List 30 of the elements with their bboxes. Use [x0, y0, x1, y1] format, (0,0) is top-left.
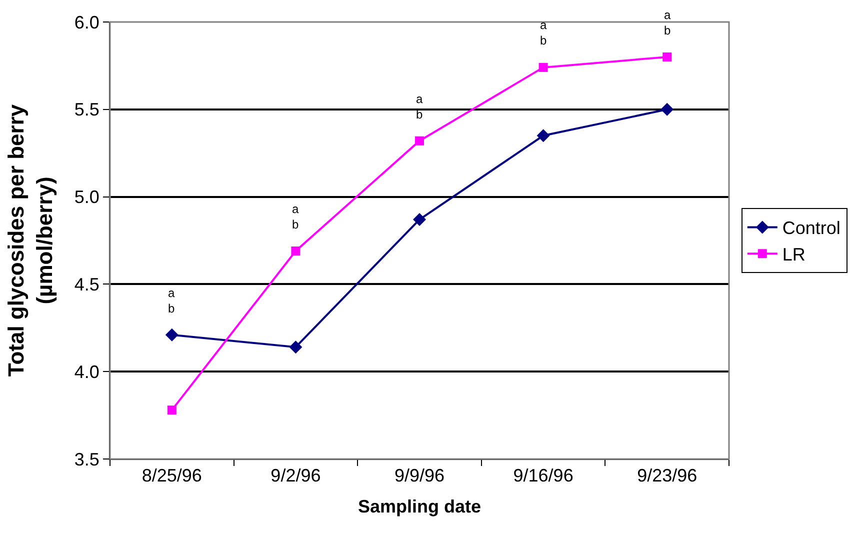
point: [289, 340, 302, 354]
point: [415, 136, 424, 146]
annotation: a b: [168, 286, 175, 316]
y-tick-label: 5.5: [74, 100, 100, 120]
x-tick-label: 8/25/96: [142, 466, 202, 486]
x-tick-label: 9/23/96: [637, 466, 698, 486]
y-tick-label: 4.5: [74, 274, 100, 294]
x-tick-label: 9/9/96: [394, 466, 445, 486]
annotation: a b: [416, 92, 423, 122]
point: [167, 406, 176, 415]
point: [662, 52, 672, 62]
annotation: a b: [292, 202, 299, 232]
y-axis-title: Total glycosides per berry (µmol/berry): [4, 104, 58, 377]
x-tick-label: 9/2/96: [270, 466, 321, 486]
y-tick-label: 5.0: [74, 187, 100, 208]
y-tick-label: 6.0: [74, 12, 100, 32]
y-tick-label: 4.0: [74, 362, 100, 382]
y-tick-label: 3.5: [74, 449, 100, 470]
annotation: a b: [664, 8, 671, 38]
x-tick-label: 9/16/96: [513, 466, 574, 486]
point: [413, 213, 426, 226]
point: [536, 129, 550, 142]
legend-label: LR: [782, 244, 806, 265]
annotation: a b: [540, 18, 547, 48]
x-axis-title: Sampling date: [358, 496, 482, 517]
point: [660, 102, 674, 116]
point: [291, 246, 300, 256]
legend-label: Control: [782, 218, 840, 238]
point: [538, 62, 548, 72]
point: [165, 328, 178, 342]
